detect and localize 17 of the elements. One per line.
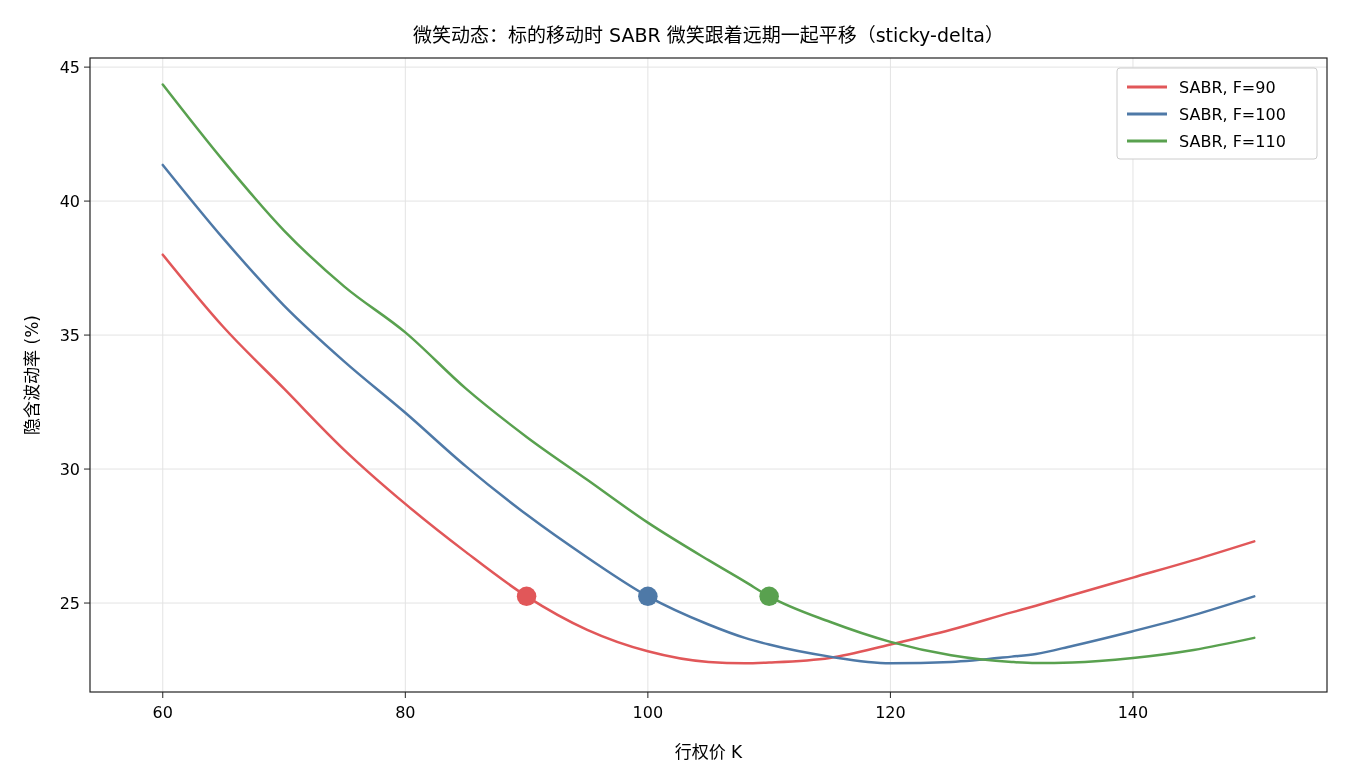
legend-label: SABR, F=110 <box>1179 132 1286 151</box>
x-tick-label: 120 <box>875 703 906 722</box>
legend-label: SABR, F=90 <box>1179 78 1276 97</box>
x-tick-label: 80 <box>395 703 416 722</box>
y-tick-label: 35 <box>59 326 80 346</box>
y-tick-label: 30 <box>59 460 80 480</box>
x-tick-label: 60 <box>152 703 173 722</box>
chart-title: 微笑动态：标的移动时 SABR 微笑跟着远期一起平移（sticky-delta） <box>412 24 1005 46</box>
line-series <box>161 253 1256 665</box>
y-tick-label: 40 <box>59 192 80 212</box>
y-axis-title: 隐含波动率 (%) <box>22 315 42 435</box>
x-tick-label: 100 <box>632 703 664 722</box>
x-tick-label: 140 <box>1117 703 1149 722</box>
y-tick-label: 45 <box>59 58 80 78</box>
x-axis-title: 行权价 K <box>674 742 744 762</box>
y-tick-label: 25 <box>59 594 80 614</box>
legend-label: SABR, F=100 <box>1179 105 1286 124</box>
